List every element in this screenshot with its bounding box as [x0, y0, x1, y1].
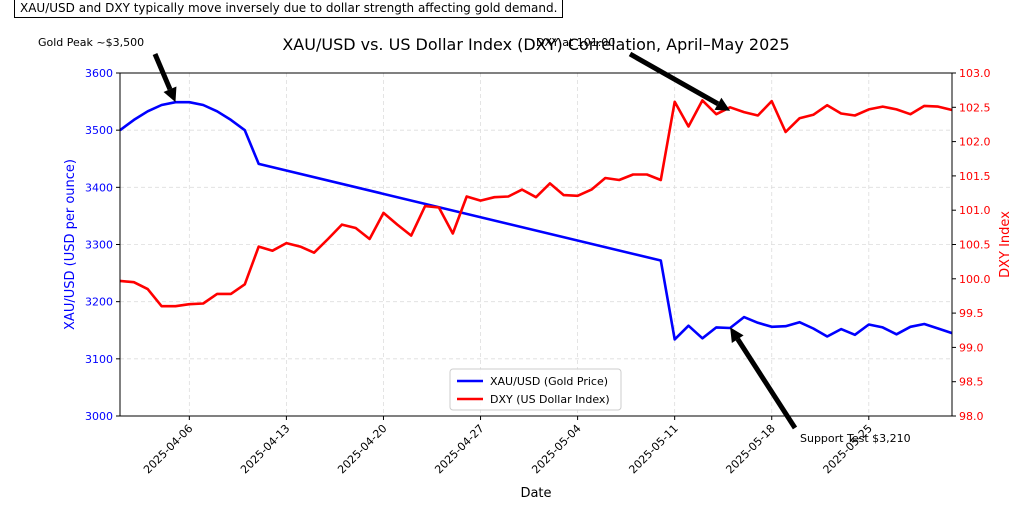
- annotation-gold-peak-arrow-head: [163, 86, 177, 103]
- legend-label: XAU/USD (Gold Price): [490, 375, 608, 388]
- y-tick-right-label: 99.5: [959, 307, 984, 320]
- x-tick-label: 2025-04-13: [238, 422, 292, 476]
- annotation-layer: Gold Peak ~$3,500 DXY at 101.00 Support Te…: [38, 36, 911, 445]
- y-tick-left-label: 3000: [85, 410, 113, 423]
- legend-box: [449, 368, 622, 411]
- x-tick-label: 2025-05-18: [723, 422, 777, 476]
- y-tick-left-label: 3500: [85, 124, 113, 137]
- y-tick-left-label: 3200: [85, 296, 113, 309]
- x-tick-label: 2025-04-06: [141, 422, 195, 476]
- y-tick-left-label: 3300: [85, 239, 113, 252]
- annotation-dxy-level-arrow-head: [714, 97, 731, 111]
- x-tick-label: 2025-04-27: [432, 422, 486, 476]
- dxy-index-line: [119, 99, 953, 308]
- legend: XAU/USD (Gold Price) DXY (US Dollar Index…: [449, 368, 622, 411]
- chart-title: XAU/USD vs. US Dollar Index (DXY) Correl…: [282, 35, 789, 54]
- x-tick-label: 2025-05-25: [821, 422, 875, 476]
- y-tick-right-label: 98.0: [959, 410, 984, 423]
- y-tick-right-label: 103.0: [959, 67, 991, 80]
- axes-layer: 3000 3100 3200 3300 3400 3500 3600 98.0 98.5 99.0…: [85, 67, 991, 476]
- annotation-gold-peak: Gold Peak ~$3,500: [38, 36, 144, 49]
- annotation-support-test: Support Test $3,210: [800, 432, 911, 445]
- annotation-support-test-arrow-head: [730, 327, 744, 343]
- grid-layer: [120, 72, 952, 417]
- y-tick-left-label: 3400: [85, 181, 113, 194]
- y-tick-right-label: 100.5: [959, 239, 991, 252]
- y-tick-right-label: 102.5: [959, 101, 991, 114]
- annotation-dxy-level-arrow-shaft: [628, 51, 720, 107]
- y-axis-label-left: XAU/USD (USD per ounce): [63, 159, 78, 330]
- y-tick-right-label: 101.5: [959, 170, 991, 183]
- y-tick-left-label: 3600: [85, 67, 113, 80]
- series-layer: [119, 99, 953, 341]
- correlation-note: XAU/USD and DXY typically move inversely…: [14, 0, 564, 18]
- y-tick-right-label: 100.0: [959, 273, 991, 286]
- y-tick-right-label: 101.0: [959, 204, 991, 217]
- x-tick-label: 2025-05-11: [626, 422, 680, 476]
- y-tick-right-label: 98.5: [959, 376, 984, 389]
- y-axis-label-right: DXY Index: [998, 211, 1013, 278]
- y-tick-right-label: 99.0: [959, 341, 984, 354]
- x-tick-label: 2025-05-04: [529, 422, 583, 476]
- annotation-support-test-arrow-shaft: [735, 337, 798, 430]
- x-tick-label: 2025-04-20: [335, 422, 389, 476]
- x-axis-label: Date: [520, 486, 551, 501]
- gold-price-line: [119, 100, 953, 341]
- annotation-dxy-level: DXY at 101.00: [536, 36, 615, 49]
- y-tick-left-label: 3100: [85, 353, 113, 366]
- annotation-gold-peak-arrow-shaft: [152, 53, 173, 91]
- legend-label: DXY (US Dollar Index): [490, 393, 610, 406]
- y-tick-right-label: 102.0: [959, 136, 991, 149]
